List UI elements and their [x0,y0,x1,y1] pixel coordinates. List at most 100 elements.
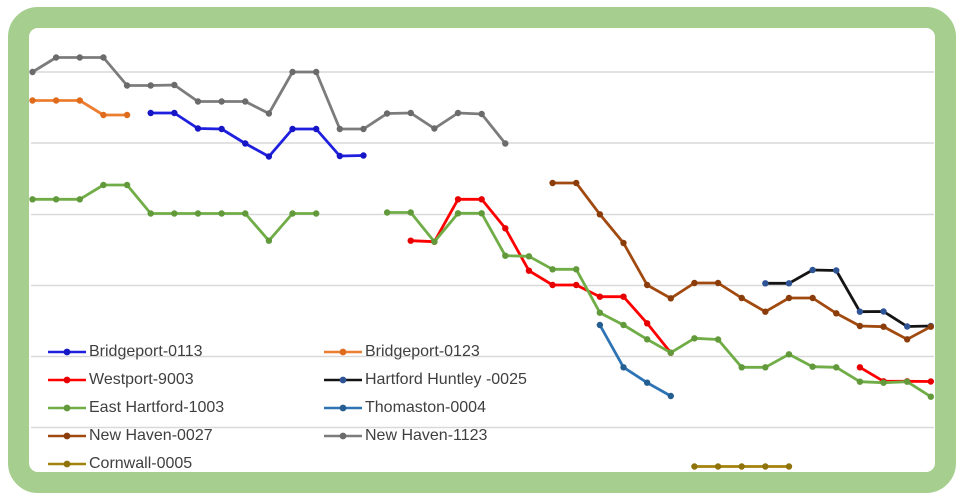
series-east-hartford-1003-marker [194,210,202,217]
series-bridgeport-0123-marker [100,111,107,119]
series-thomaston-0004-marker [643,379,651,386]
series-new-haven-0027-marker [762,308,769,315]
series-new-haven-1123-marker [407,109,414,117]
series-new-haven-1123-marker [360,125,367,133]
series-east-hartford-1003-marker [762,364,769,371]
series-new-haven-0027-marker [809,294,816,302]
chart-frame[interactable] [8,7,956,493]
series-hartford-huntley-0025-marker [785,280,793,287]
legend-swatch-new-haven-0027 [48,432,86,440]
series-east-hartford-1003-marker [289,210,296,217]
legend-label-bridgeport-0123: Bridgeport-0123 [365,343,480,360]
series-bridgeport-0113-marker [289,125,296,133]
series-east-hartford-1003-marker [596,309,604,316]
series-east-hartford-1003-marker [525,253,533,260]
series-east-hartford-1003-marker [549,266,556,273]
legend-item-hartford-huntley-0025: Hartford Huntley -0025 [323,370,527,390]
series-bridgeport-0113-marker [265,153,273,160]
series-bridgeport-0113-marker [242,140,249,147]
series-east-hartford-1003-marker [691,335,698,342]
series-new-haven-1123-marker [100,54,107,61]
legend-swatch-thomaston-0004 [324,404,362,412]
series-new-haven-1123-marker [478,110,485,118]
series-hartford-huntley-0025-marker [856,308,864,315]
series-new-haven-1123-marker [29,68,36,76]
series-east-hartford-1003-marker [927,393,935,400]
series-east-hartford-1003-marker [643,336,651,343]
series-bridgeport-0113-marker [336,152,344,160]
series-new-haven-0027 [549,179,935,343]
series-east-hartford-1003-marker [265,237,273,244]
series-cornwall-0005 [691,463,793,470]
series-east-hartford-1003-marker [76,196,83,203]
series-east-hartford-1003-marker [903,378,911,385]
series-east-hartford-1003-marker [809,363,816,370]
series-east-hartford-1003-marker [123,181,131,189]
series-east-hartford-1003-marker [147,210,154,217]
legend-label-thomaston-0004: Thomaston-0004 [365,399,486,416]
series-westport-9003-marker [596,293,604,300]
series-new-haven-1123 [29,54,509,147]
series-hartford-huntley-0025-marker [903,323,911,330]
series-bridgeport-0113-marker [360,152,367,159]
series-new-haven-0027-marker [620,239,627,247]
series-east-hartford-1003-marker [833,364,840,371]
legend-swatch-hartford-huntley-0025 [324,376,362,384]
series-hartford-huntley-0025-marker [833,267,840,274]
series-westport-9003-marker [525,267,533,274]
series-westport-9003-marker [502,225,509,232]
series-hartford-huntley-0025-line [763,268,933,328]
series-east-hartford-1003-marker [620,321,627,329]
series-new-haven-1123-marker [431,125,438,132]
series-new-haven-0027-marker [643,281,651,289]
series-new-haven-0027-marker [903,336,911,343]
series-new-haven-0027-marker [833,310,840,317]
series-cornwall-0005-marker [714,463,722,470]
gridlines [31,71,934,429]
series-east-hartford-1003-marker [242,210,249,217]
series-westport-9003-marker [549,281,556,289]
series-bridgeport-0113-marker [147,109,154,117]
series-new-haven-0027-marker [596,211,604,218]
series-new-haven-1123-marker [336,125,344,133]
series-bridgeport-0113 [147,109,367,160]
series-east-hartford-1003-marker [383,209,391,216]
series-east-hartford-1003-marker [573,266,580,273]
series-thomaston-0004-marker [596,321,604,329]
series-westport-9003-marker [643,320,651,327]
series-new-haven-0027-marker [691,279,698,287]
series-new-haven-0027-marker [927,323,935,330]
legend-swatch-new-haven-1123 [324,432,362,440]
series-westport-9003-marker [573,281,580,289]
series-hartford-huntley-0025-marker [762,280,769,287]
series-thomaston-0004-line [598,323,673,398]
legend-swatch-east-hartford-1003 [48,404,86,412]
series-east-hartford-1003-marker [856,378,864,385]
series-new-haven-0027-marker [738,294,745,302]
series-new-haven-0027-marker [880,323,887,330]
series-westport-9003-marker [927,378,935,385]
series-hartford-huntley-0025-marker [809,266,816,274]
legend-item-bridgeport-0123: Bridgeport-0123 [323,342,480,362]
series-westport-9003-marker [407,237,414,244]
legend-label-westport-9003: Westport-9003 [89,371,194,388]
series-new-haven-0027-marker [714,279,722,287]
series-new-haven-0027-marker [573,179,580,187]
series-westport-9003-marker [478,196,485,203]
series-westport-9003-marker [856,364,864,371]
series-new-haven-1123-marker [502,140,509,147]
legend-item-new-haven-1123: New Haven-1123 [323,426,487,446]
series-bridgeport-0113-marker [312,125,320,133]
series-east-hartford-1003-marker [502,252,509,259]
series-cornwall-0005-marker [691,463,698,470]
series-new-haven-1123-marker [52,54,60,61]
legend-item-cornwall-0005: Cornwall-0005 [47,454,192,474]
series-bridgeport-0123-marker [76,97,83,104]
series-east-hartford-1003-marker [880,379,887,386]
legend-label-hartford-huntley-0025: Hartford Huntley -0025 [365,371,527,388]
series-bridgeport-0113-line [149,111,365,158]
series-east-hartford-1003-marker [407,209,414,216]
series-cornwall-0005-marker [785,463,793,470]
legend-swatch-bridgeport-0113 [48,348,86,356]
series-new-haven-1123-marker [171,81,178,89]
